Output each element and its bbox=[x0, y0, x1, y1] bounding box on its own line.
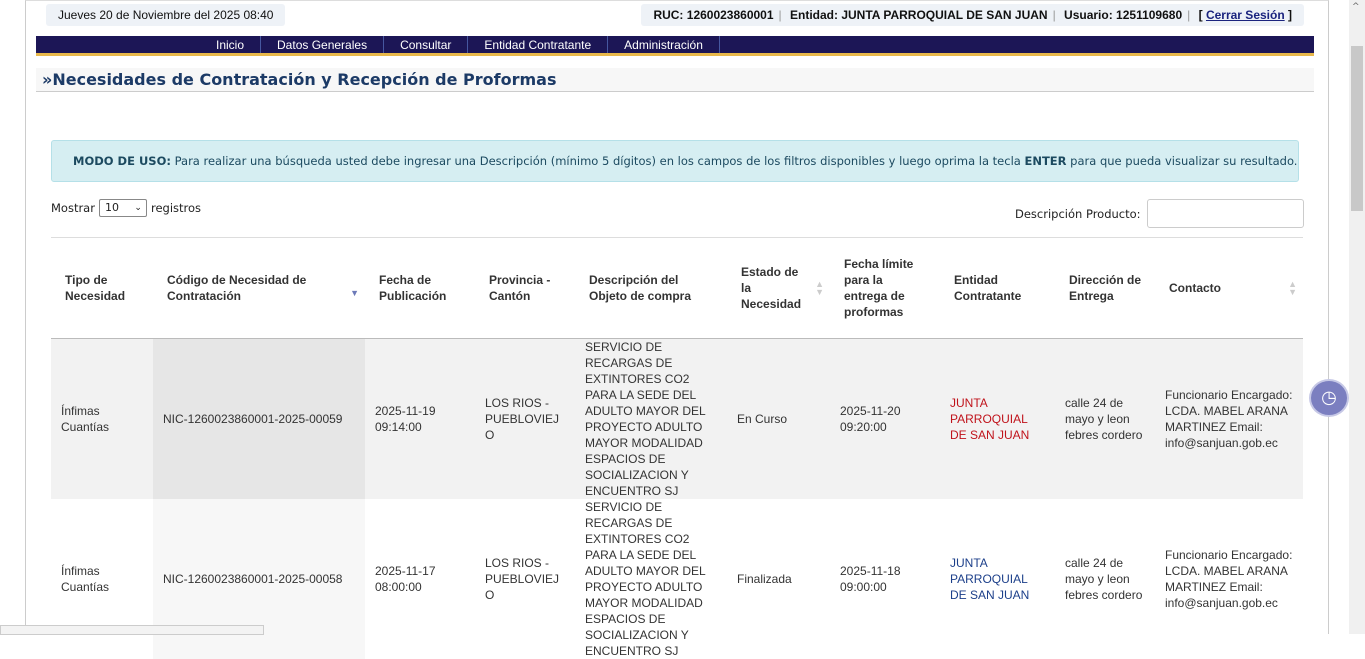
col-label: Fecha de Publicación bbox=[379, 273, 447, 303]
cell-provincia: LOS RIOS - PUEBLOVIEJO bbox=[485, 556, 560, 602]
cell-provincia: LOS RIOS - PUEBLOVIEJO bbox=[475, 338, 575, 499]
scrollbar-thumb[interactable] bbox=[1351, 46, 1363, 211]
alert-text: Para realizar una búsqueda usted debe in… bbox=[170, 154, 1025, 168]
cell-tipo: Ínfimas Cuantías bbox=[51, 338, 153, 499]
cell-tipo: Ínfimas Cuantías bbox=[61, 564, 110, 594]
page-frame bbox=[25, 0, 1329, 634]
table-row: Ínfimas Cuantías NIC-1260023860001-2025-… bbox=[51, 338, 1303, 499]
cell-entidad-link[interactable]: JUNTA PARROQUIAL DE SAN JUAN bbox=[940, 338, 1055, 499]
alert-label: MODO DE USO: bbox=[73, 154, 171, 168]
col-contacto[interactable]: Contacto ▲ ▼ bbox=[1155, 237, 1303, 339]
col-label: Descripción del Objeto de compra bbox=[589, 273, 692, 303]
alert-key: ENTER bbox=[1024, 154, 1067, 168]
cell-codigo: NIC-1260023860001-2025-00059 bbox=[153, 338, 365, 499]
stopwatch-icon[interactable]: ◷ bbox=[1309, 379, 1349, 417]
cell-entidad-link[interactable]: JUNTA PARROQUIAL DE SAN JUAN bbox=[950, 556, 1030, 602]
bracket: ] bbox=[1288, 8, 1292, 22]
nav-administracion[interactable]: Administración bbox=[608, 36, 720, 53]
col-estado[interactable]: Estado de la Necesidad ▲ ▼ bbox=[727, 237, 830, 339]
nav-entidad-contratante[interactable]: Entidad Contratante bbox=[468, 36, 609, 53]
alert-text: para que pueda visualizar su resultado. bbox=[1066, 154, 1298, 168]
cell-limite: 2025-11-18 09:00:00 bbox=[840, 564, 901, 594]
page-length-value: 10 bbox=[104, 201, 119, 214]
col-label: Dirección de Entrega bbox=[1069, 273, 1142, 303]
length-suffix: registros bbox=[150, 201, 202, 215]
logout-link[interactable]: Cerrar Sesión bbox=[1205, 8, 1285, 22]
cell-descripcion: SERVICIO DE RECARGAS DE EXTINTORES CO2 P… bbox=[575, 338, 727, 499]
main-nav: Inicio Datos Generales Consultar Entidad… bbox=[36, 36, 1314, 56]
col-fecha-limite[interactable]: Fecha límite para la entrega de proforma… bbox=[830, 237, 940, 339]
cell-estado: Finalizada bbox=[737, 572, 792, 586]
sort-icon: ▲ ▼ bbox=[1288, 279, 1297, 297]
cell-estado: En Curso bbox=[727, 338, 830, 499]
col-label: Estado de la Necesidad bbox=[741, 265, 802, 311]
current-date: Jueves 20 de Noviembre del 2025 08:40 bbox=[46, 4, 286, 26]
table-row: Ínfimas Cuantías NIC-1260023860001-2025-… bbox=[51, 499, 1303, 659]
col-provincia[interactable]: Provincia - Cantón bbox=[475, 237, 575, 339]
scroll-up-icon[interactable]: ^ bbox=[1352, 2, 1360, 12]
nav-datos-generales[interactable]: Datos Generales bbox=[261, 36, 385, 53]
page-length: Mostrar 10 ⌄ registros bbox=[51, 199, 201, 217]
col-tipo[interactable]: Tipo de Necesidad bbox=[51, 237, 153, 339]
sort-icon: ▲ ▼ bbox=[815, 279, 824, 297]
results-table: Tipo de Necesidad Código de Necesidad de… bbox=[51, 237, 1303, 659]
cell-direccion: calle 24 de mayo y leon febres cordero bbox=[1065, 556, 1143, 602]
nav-inicio[interactable]: Inicio bbox=[200, 36, 262, 53]
nav-consultar[interactable]: Consultar bbox=[384, 36, 469, 53]
page-length-select[interactable]: 10 ⌄ bbox=[98, 199, 147, 217]
session-info: RUC: 1260023860001 | Entidad: JUNTA PARRO… bbox=[641, 4, 1304, 26]
search-input[interactable] bbox=[1146, 199, 1304, 228]
col-entidad[interactable]: Entidad Contratante bbox=[940, 237, 1055, 339]
length-prefix: Mostrar bbox=[51, 201, 95, 215]
col-label: Entidad Contratante bbox=[954, 273, 1022, 303]
ruc: RUC: 1260023860001 bbox=[653, 8, 774, 22]
cell-descripcion: SERVICIO DE RECARGAS DE EXTINTORES CO2 P… bbox=[585, 500, 706, 658]
scrollbar[interactable]: ^ bbox=[1349, 0, 1365, 634]
cell-contacto: Funcionario Encargado: LCDA. MABEL ARANA… bbox=[1165, 548, 1293, 610]
col-fecha-publicacion[interactable]: Fecha de Publicación bbox=[365, 237, 475, 339]
col-codigo[interactable]: Código de Necesidad de Contratación ▼ bbox=[153, 237, 365, 339]
cell-direccion: calle 24 de mayo y leon febres cordero bbox=[1055, 338, 1155, 499]
col-label: Código de Necesidad de Contratación bbox=[167, 273, 307, 303]
page-title: »Necesidades de Contratación y Recepción… bbox=[36, 68, 1314, 92]
chevron-down-icon: ⌄ bbox=[134, 203, 142, 213]
col-label: Provincia - Cantón bbox=[489, 273, 551, 303]
cell-codigo: NIC-1260023860001-2025-00058 bbox=[153, 499, 365, 659]
usuario: Usuario: 1251109680 bbox=[1064, 8, 1183, 22]
bracket: [ bbox=[1198, 8, 1203, 22]
usage-alert: MODO DE USO: Para realizar una búsqueda … bbox=[51, 140, 1299, 182]
col-direccion[interactable]: Dirección de Entrega bbox=[1055, 237, 1155, 339]
search-filter: Descripción Producto: bbox=[1015, 199, 1304, 228]
search-label: Descripción Producto: bbox=[1015, 206, 1141, 221]
col-label: Tipo de Necesidad bbox=[65, 273, 126, 303]
entidad: Entidad: JUNTA PARROQUIAL DE SAN JUAN bbox=[790, 8, 1048, 22]
col-descripcion[interactable]: Descripción del Objeto de compra bbox=[575, 237, 727, 339]
cell-limite: 2025-11-20 09:20:00 bbox=[830, 338, 940, 499]
sort-desc-icon: ▼ bbox=[350, 288, 359, 298]
cell-fecha: 2025-11-19 09:14:00 bbox=[365, 338, 475, 499]
cell-contacto: Funcionario Encargado: LCDA. MABEL ARANA… bbox=[1155, 338, 1303, 499]
col-label: Contacto bbox=[1169, 281, 1221, 295]
col-label: Fecha límite para la entrega de proforma… bbox=[844, 257, 914, 319]
cell-fecha: 2025-11-17 08:00:00 bbox=[375, 564, 436, 594]
